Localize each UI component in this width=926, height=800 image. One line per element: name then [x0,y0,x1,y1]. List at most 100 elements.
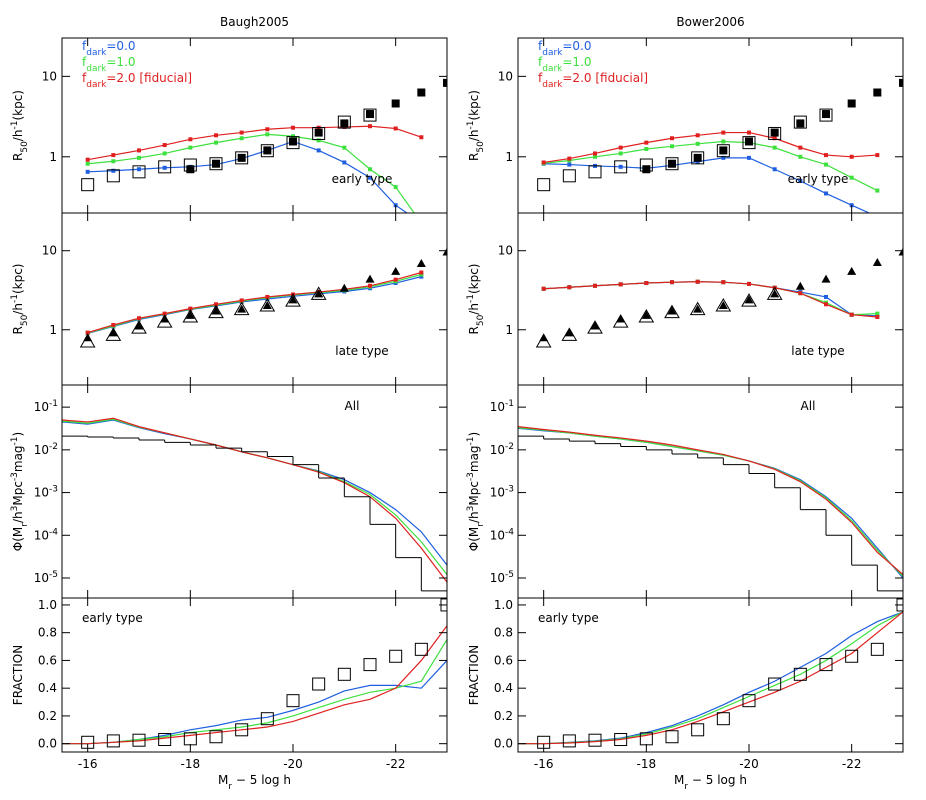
data-point [691,151,705,165]
data-point [590,321,600,330]
data-point [158,733,172,747]
y-tick-label: 1 [49,323,57,337]
y-tick-exp: -3 [505,485,514,495]
data-point [539,333,549,342]
model-point [188,145,193,150]
model-point [644,281,649,286]
model-line [62,417,447,583]
data-point [588,733,602,747]
data-point [770,289,780,298]
data-point [237,304,247,313]
model-point [670,144,674,149]
model-point [419,270,424,275]
data-point [719,146,728,155]
annotation: late type [335,344,388,358]
y-axis-label-part: R [11,153,25,161]
model-point [798,178,803,183]
model-point [316,138,321,143]
data-point [793,667,807,681]
data-point [742,694,756,708]
annotation: early type [788,172,849,186]
model-point [239,136,244,141]
model-point [567,285,572,290]
data-point [237,153,246,162]
model-point [111,153,116,158]
data-point [691,723,705,737]
model-line [518,427,903,577]
x-tick-label: -18 [181,757,201,771]
legend-rest: =1.0 [106,55,135,69]
y-axis-label-part: R [467,326,481,334]
model-point [670,136,674,141]
y-axis-label-part: -1 [466,436,476,445]
model-point [162,165,167,170]
legend-base: f [538,71,543,85]
model-point [593,151,597,156]
model-point [419,221,423,225]
data-point [209,157,223,171]
annotation: late type [791,344,844,358]
data-point [312,677,326,691]
y-axis-label-part: r [20,523,30,527]
legend-rest: =1.0 [562,55,591,69]
data-point [562,169,576,183]
data-point [414,642,428,656]
model-point [368,175,372,180]
y-axis-label-part: FRACTION [11,645,25,705]
data-point [416,258,426,267]
model-line [87,125,422,161]
x-tick-label: -16 [534,757,554,771]
model-point [824,162,828,167]
model-line [62,419,447,566]
panel-frame [61,597,448,753]
panel: 1 10 R50/h-1(kpc) late type [466,212,904,386]
model-line [62,639,447,745]
data-point [337,115,351,129]
model-point [695,141,700,146]
model-point [214,140,218,145]
y-tick-base: 10 [34,400,49,414]
y-tick-label: 10-3 [34,485,58,500]
y-tick-label: 10-5 [490,570,514,585]
model-point [567,162,572,167]
data-point [718,300,728,309]
column-title: Bower2006 [676,15,744,29]
x-axis-label-part: − 5 log h [688,773,747,787]
data-point [744,295,754,304]
y-tick-base: 10 [490,571,505,585]
y-axis-label-part: Mpc [11,481,25,506]
y-tick-label: 10-2 [490,442,514,457]
data-point [665,157,679,171]
model-point [162,151,167,156]
model-line [543,281,878,318]
y-axis-label-part: FRACTION [467,645,481,705]
legend-base: f [538,39,543,53]
data-point [186,165,195,174]
annotation: All [345,399,360,413]
legend-rest: =2.0 [fiducial] [106,71,192,85]
data-point [366,110,374,119]
legend-base: f [538,55,543,69]
y-tick-label: 10-4 [34,527,59,542]
data-point [715,297,732,312]
y-tick-exp: -5 [49,570,58,580]
x-axis-label-part: M [218,773,228,787]
y-axis-label-part: -3 [10,472,20,481]
data-point [132,165,146,179]
model-point [541,286,546,291]
legend-rest: =0.0 [106,39,135,53]
model-point [393,277,398,282]
y-axis-label-part: /h [11,130,25,142]
plot-area [79,247,447,348]
data-point [716,712,730,726]
legend-base: f [82,55,87,69]
model-line [87,140,408,213]
legend-sub: dark [86,64,107,74]
y-axis-label: R50/h-1(kpc) [10,264,30,335]
y-tick-label: 1 [505,323,513,337]
data-point [106,734,120,748]
model-point [85,157,90,162]
y-tick-label: 10-3 [490,485,514,500]
y-axis-label: FRACTION [467,645,481,705]
data-point [339,283,349,292]
